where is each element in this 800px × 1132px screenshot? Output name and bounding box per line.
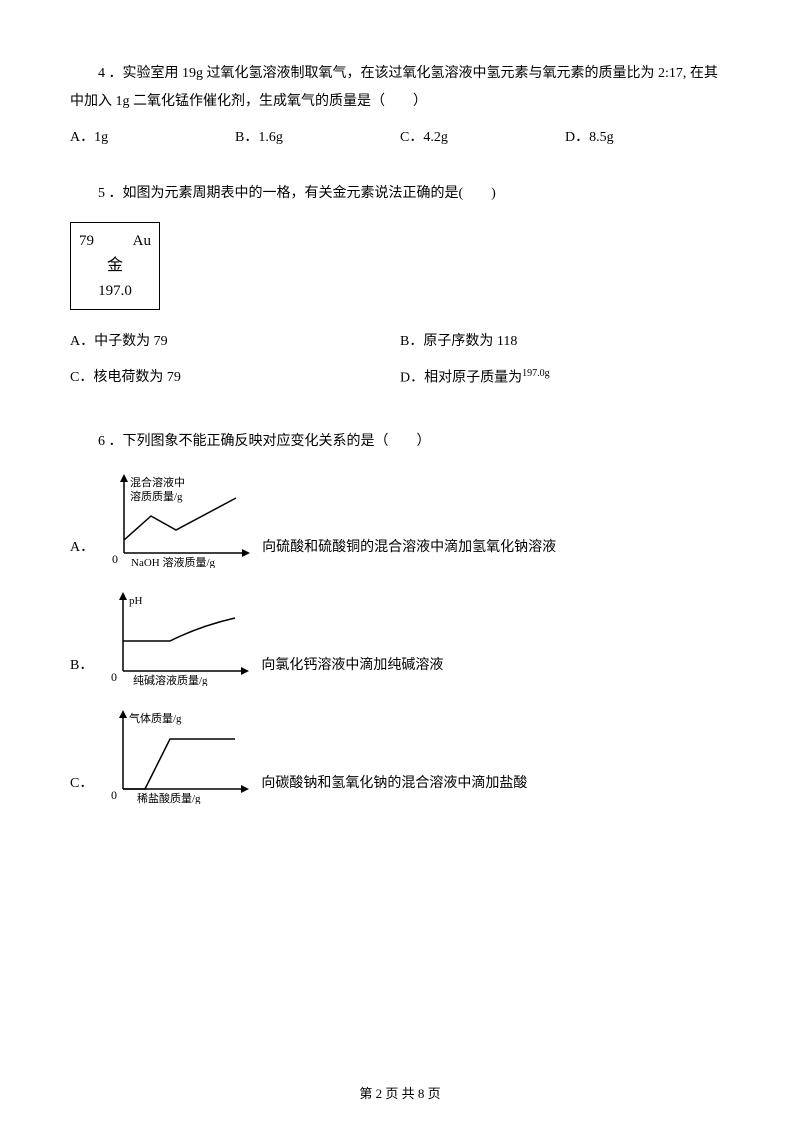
svg-text:0: 0 — [111, 788, 117, 802]
q5-option-b: B．原子序数为 118 — [400, 328, 730, 356]
graph-b: 0 pH 纯碱溶液质量/g — [105, 586, 255, 686]
q6-letter-b: B． — [70, 652, 93, 686]
page-footer: 第 2 页 共 8 页 — [0, 1083, 800, 1102]
q4-option-c: C．4.2g — [400, 124, 565, 152]
graph-c-ylabel: 气体质量/g — [129, 711, 182, 725]
q5-text: 5 ．如图为元素周期表中的一格，有关金元素说法正确的是( ) — [70, 180, 730, 208]
q4-option-b: B．1.6g — [235, 124, 400, 152]
graph-b-ylabel: pH — [129, 595, 143, 607]
graph-c: 0 气体质量/g 稀盐酸质量/g — [105, 704, 255, 804]
q6-option-b-row: B． 0 pH 纯碱溶液质量/g 向氯化钙溶液中滴加纯碱溶液 — [70, 586, 730, 686]
q6-option-b-desc: 向氯化钙溶液中滴加纯碱溶液 — [261, 652, 443, 686]
atomic-number: 79 — [79, 229, 94, 253]
element-name: 金 — [79, 253, 151, 279]
svg-text:0: 0 — [111, 670, 117, 684]
q6-option-a-desc: 向硫酸和硫酸铜的混合溶液中滴加氢氧化钠溶液 — [262, 534, 556, 568]
q4-option-d: D．8.5g — [565, 124, 730, 152]
graph-a: 0 混合溶液中 溶质质量/g NaOH 溶液质量/g — [106, 468, 256, 568]
q5-d-prefix: D．相对原子质量为 — [400, 370, 522, 385]
graph-b-xlabel: 纯碱溶液质量/g — [133, 673, 208, 686]
q6-option-c-desc: 向碳酸钠和氢氧化钠的混合溶液中滴加盐酸 — [261, 770, 527, 804]
question-5: 5 ．如图为元素周期表中的一格，有关金元素说法正确的是( ) 79 Au 金 1… — [70, 180, 730, 400]
q5-option-d: D．相对原子质量为197.0g — [400, 364, 730, 393]
question-6: 6 ．下列图象不能正确反映对应变化关系的是（ ） A． 0 混合溶液中 溶质质量… — [70, 428, 730, 804]
graph-a-ylabel1: 混合溶液中 — [130, 475, 185, 489]
q4-option-a: A．1g — [70, 124, 235, 152]
q4-text: 4 ．实验室用 19g 过氧化氢溶液制取氧气，在该过氧化氢溶液中氢元素与氧元素的… — [70, 60, 730, 116]
q5-options: A．中子数为 79 B．原子序数为 118 C．核电荷数为 79 D．相对原子质… — [70, 328, 730, 401]
periodic-top-row: 79 Au — [79, 229, 151, 253]
q6-option-c-row: C． 0 气体质量/g 稀盐酸质量/g 向碳酸钠和氢氧化钠的混合溶液中滴加盐酸 — [70, 704, 730, 804]
periodic-table-cell: 79 Au 金 197.0 — [70, 222, 160, 310]
q6-text: 6 ．下列图象不能正确反映对应变化关系的是（ ） — [70, 428, 730, 456]
atomic-mass: 197.0 — [79, 279, 151, 303]
question-4: 4 ．实验室用 19g 过氧化氢溶液制取氧气，在该过氧化氢溶液中氢元素与氧元素的… — [70, 60, 730, 152]
svg-text:0: 0 — [112, 552, 118, 566]
q6-letter-c: C． — [70, 770, 93, 804]
q6-option-a-row: A． 0 混合溶液中 溶质质量/g NaOH 溶液质量/g 向硫酸和硫酸铜的混合… — [70, 468, 730, 568]
graph-c-xlabel: 稀盐酸质量/g — [137, 791, 201, 804]
graph-a-xlabel: NaOH 溶液质量/g — [131, 555, 216, 568]
graph-a-ylabel2: 溶质质量/g — [130, 489, 183, 503]
q6-letter-a: A． — [70, 534, 94, 568]
q5-option-a: A．中子数为 79 — [70, 328, 400, 356]
q5-d-value: 197.0g — [522, 368, 550, 379]
q5-option-c: C．核电荷数为 79 — [70, 364, 400, 393]
q4-options: A．1g B．1.6g C．4.2g D．8.5g — [70, 124, 730, 152]
element-symbol: Au — [133, 229, 151, 253]
